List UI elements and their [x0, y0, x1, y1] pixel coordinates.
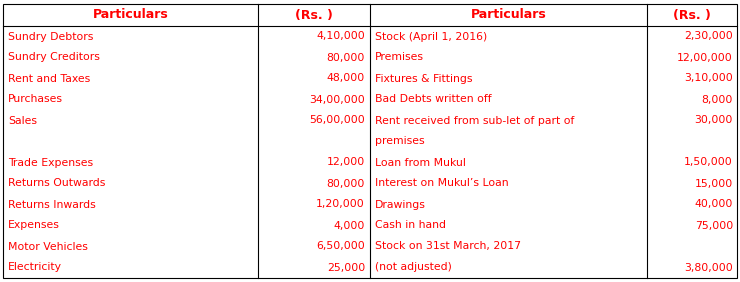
Text: 40,000: 40,000	[695, 199, 733, 210]
Text: 1,50,000: 1,50,000	[684, 158, 733, 168]
Text: 4,10,000: 4,10,000	[316, 32, 365, 41]
Text: 6,50,000: 6,50,000	[316, 241, 365, 252]
Text: Rent and Taxes: Rent and Taxes	[8, 74, 90, 83]
Text: 75,000: 75,000	[695, 221, 733, 230]
Text: Fixtures & Fittings: Fixtures & Fittings	[375, 74, 473, 83]
Text: Premises: Premises	[375, 52, 424, 63]
Text: 80,000: 80,000	[326, 179, 365, 188]
Text: Rent received from sub-let of part of: Rent received from sub-let of part of	[375, 116, 574, 125]
Text: 80,000: 80,000	[326, 52, 365, 63]
Text: 48,000: 48,000	[327, 74, 365, 83]
Text: 34,00,000: 34,00,000	[309, 94, 365, 105]
Text: Returns Inwards: Returns Inwards	[8, 199, 95, 210]
Text: 3,80,000: 3,80,000	[684, 263, 733, 272]
Text: Particulars: Particulars	[92, 8, 169, 21]
Text: 12,000: 12,000	[327, 158, 365, 168]
Text: 12,00,000: 12,00,000	[677, 52, 733, 63]
Text: 8,000: 8,000	[702, 94, 733, 105]
Text: 4,000: 4,000	[334, 221, 365, 230]
Text: Stock (April 1, 2016): Stock (April 1, 2016)	[375, 32, 487, 41]
Text: Motor Vehicles: Motor Vehicles	[8, 241, 88, 252]
Text: 56,00,000: 56,00,000	[309, 116, 365, 125]
Text: Returns Outwards: Returns Outwards	[8, 179, 105, 188]
Text: Purchases: Purchases	[8, 94, 63, 105]
Text: Drawings: Drawings	[375, 199, 426, 210]
Text: 25,000: 25,000	[327, 263, 365, 272]
Text: Cash in hand: Cash in hand	[375, 221, 446, 230]
Text: Trade Expenses: Trade Expenses	[8, 158, 93, 168]
Text: premises: premises	[375, 136, 425, 147]
Text: Sales: Sales	[8, 116, 37, 125]
Text: 2,30,000: 2,30,000	[684, 32, 733, 41]
Text: Bad Debts written off: Bad Debts written off	[375, 94, 491, 105]
Text: Stock on 31st March, 2017: Stock on 31st March, 2017	[375, 241, 521, 252]
Text: (Rs. ): (Rs. )	[295, 8, 333, 21]
Text: (Rs. ): (Rs. )	[673, 8, 711, 21]
Text: 3,10,000: 3,10,000	[684, 74, 733, 83]
Text: 30,000: 30,000	[695, 116, 733, 125]
Text: Sundry Creditors: Sundry Creditors	[8, 52, 100, 63]
Text: (not adjusted): (not adjusted)	[375, 263, 452, 272]
Text: 1,20,000: 1,20,000	[316, 199, 365, 210]
Text: 15,000: 15,000	[695, 179, 733, 188]
Text: Particulars: Particulars	[471, 8, 546, 21]
Text: Sundry Debtors: Sundry Debtors	[8, 32, 93, 41]
Text: Expenses: Expenses	[8, 221, 60, 230]
Text: Electricity: Electricity	[8, 263, 62, 272]
Text: Loan from Mukul: Loan from Mukul	[375, 158, 466, 168]
Text: Interest on Mukul’s Loan: Interest on Mukul’s Loan	[375, 179, 508, 188]
